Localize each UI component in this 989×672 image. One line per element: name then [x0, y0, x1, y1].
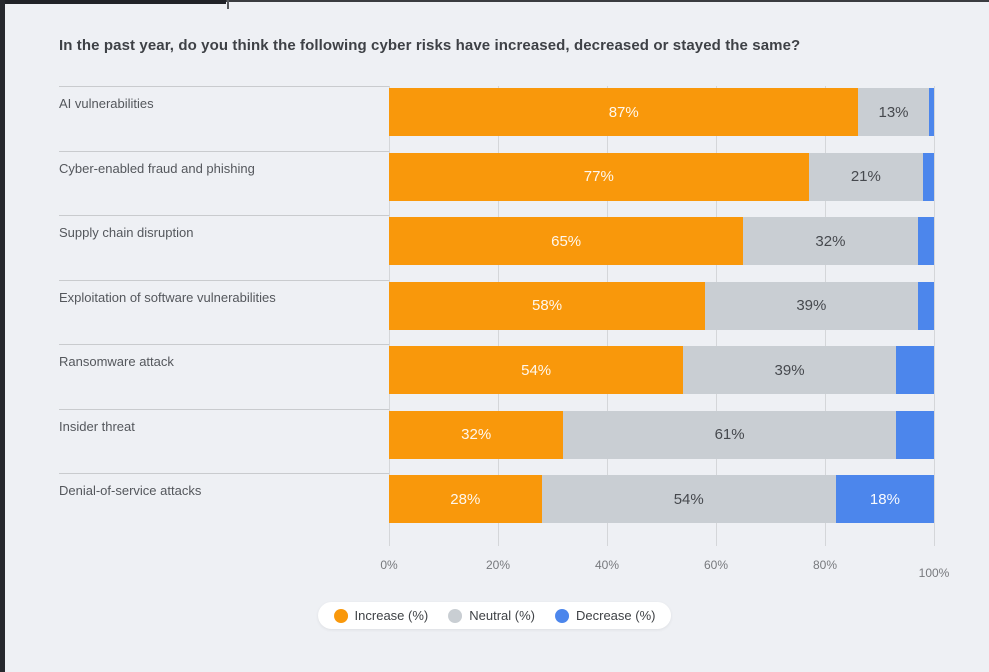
- gridline-100%: [934, 86, 935, 546]
- segment-value-label: 18%: [869, 490, 900, 508]
- segment-neutral: 54%: [541, 475, 836, 523]
- legend: Increase (%) Neutral (%) Decrease (%): [317, 602, 672, 629]
- segment-value-label: 39%: [774, 361, 805, 379]
- segment-decrease: [923, 152, 934, 201]
- bar-cell: 87% 13%: [389, 86, 934, 151]
- segment-increase: 58%: [389, 281, 706, 330]
- x-axis-tick-label: 60%: [703, 558, 729, 572]
- segment-value-label: 54%: [673, 490, 704, 508]
- segment-value-label: 61%: [714, 426, 745, 443]
- segment-increase: 87%: [389, 88, 859, 136]
- chart-row: Insider threat 32% 61%: [59, 408, 934, 474]
- category-label: Ransomware attack: [59, 344, 389, 409]
- segment-decrease: [895, 410, 934, 459]
- x-axis-tick-label: 80%: [812, 558, 838, 572]
- chart-rows: AI vulnerabilities 87% 13% Cyber-enabled fr…: [59, 86, 934, 538]
- segment-increase: 54%: [389, 346, 684, 394]
- segment-value-label: 32%: [815, 232, 846, 250]
- segment-decrease: 18%: [835, 475, 934, 523]
- category-label: Denial-of-service attacks: [59, 473, 389, 538]
- segment-value-label: 58%: [532, 297, 563, 314]
- legend-label: Increase (%): [354, 608, 429, 623]
- segment-neutral: 21%: [808, 152, 924, 201]
- chart-row: Exploitation of software vulnerabilities…: [59, 279, 934, 345]
- bar-cell: 77% 21%: [389, 151, 934, 216]
- stacked-bar: 87% 13%: [389, 88, 934, 136]
- category-label: Exploitation of software vulnerabilities: [59, 279, 389, 345]
- stacked-bar: 54% 39%: [389, 346, 934, 394]
- window-top-edge-segment: [0, 0, 226, 4]
- chart-row: Cyber-enabled fraud and phishing 77% 21%: [59, 150, 934, 216]
- segment-increase: 65%: [389, 217, 744, 265]
- x-axis: 0% 20% 40% 60% 80% 100%: [380, 558, 949, 588]
- segment-value-label: 87%: [608, 103, 639, 121]
- bar-cell: 32% 61%: [389, 409, 934, 474]
- bar-cell: 58% 39%: [389, 280, 934, 345]
- stacked-bar: 58% 39%: [389, 281, 934, 330]
- chart-row: Supply chain disruption 65% 32%: [59, 215, 934, 280]
- segment-decrease: [928, 88, 934, 136]
- segment-value-label: 54%: [521, 361, 552, 379]
- window-top-tick: [227, 0, 229, 9]
- segment-neutral: 32%: [743, 217, 918, 265]
- stacked-bar-chart: AI vulnerabilities 87% 13% Cyber-enabled fr…: [59, 86, 949, 580]
- bar-cell: 54% 39%: [389, 344, 934, 409]
- chart-title: In the past year, do you think the follo…: [59, 37, 801, 54]
- category-label: Cyber-enabled fraud and phishing: [59, 150, 389, 216]
- stacked-bar: 32% 61%: [389, 410, 934, 459]
- segment-value-label: 21%: [850, 168, 881, 185]
- legend-item: Neutral (%): [448, 608, 535, 623]
- segment-increase: 28%: [389, 475, 542, 523]
- segment-increase: 32%: [389, 410, 564, 459]
- legend-item: Decrease (%): [554, 608, 656, 623]
- segment-decrease: [917, 281, 934, 330]
- segment-increase: 77%: [389, 152, 809, 201]
- segment-decrease: [917, 217, 934, 265]
- chart-row: AI vulnerabilities 87% 13%: [59, 86, 934, 151]
- segment-value-label: 39%: [796, 297, 827, 314]
- segment-neutral: 61%: [563, 410, 896, 459]
- chart-row: Ransomware attack 54% 39%: [59, 344, 934, 409]
- legend-dot-icon: [554, 608, 569, 623]
- segment-value-label: 28%: [450, 490, 481, 508]
- segment-value-label: 32%: [461, 426, 492, 443]
- category-label: Insider threat: [59, 408, 389, 474]
- x-axis-tick-label: 0%: [380, 558, 398, 572]
- segment-value-label: 13%: [878, 103, 909, 121]
- x-axis-tick-label: 100%: [918, 566, 950, 580]
- chart-row: Denial-of-service attacks 28% 54% 18%: [59, 473, 934, 538]
- stacked-bar: 28% 54% 18%: [389, 475, 934, 523]
- category-label: Supply chain disruption: [59, 215, 389, 280]
- legend-label: Neutral (%): [469, 608, 535, 623]
- window-left-edge: [0, 0, 5, 672]
- bar-cell: 65% 32%: [389, 215, 934, 280]
- x-axis-tick-label: 40%: [594, 558, 620, 572]
- segment-neutral: 39%: [705, 281, 918, 330]
- segment-value-label: 77%: [583, 168, 614, 185]
- stacked-bar: 65% 32%: [389, 217, 934, 265]
- category-label: AI vulnerabilities: [59, 86, 389, 151]
- x-axis-tick-label: 20%: [485, 558, 511, 572]
- segment-decrease: [895, 346, 934, 394]
- legend-dot-icon: [448, 608, 463, 623]
- stacked-bar: 77% 21%: [389, 152, 934, 201]
- window-top-edge: [0, 0, 989, 2]
- legend-item: Increase (%): [333, 608, 429, 623]
- segment-neutral: 39%: [683, 346, 896, 394]
- legend-dot-icon: [333, 608, 348, 623]
- segment-value-label: 65%: [551, 232, 582, 250]
- segment-neutral: 13%: [858, 88, 929, 136]
- legend-label: Decrease (%): [575, 608, 656, 623]
- bar-cell: 28% 54% 18%: [389, 473, 934, 538]
